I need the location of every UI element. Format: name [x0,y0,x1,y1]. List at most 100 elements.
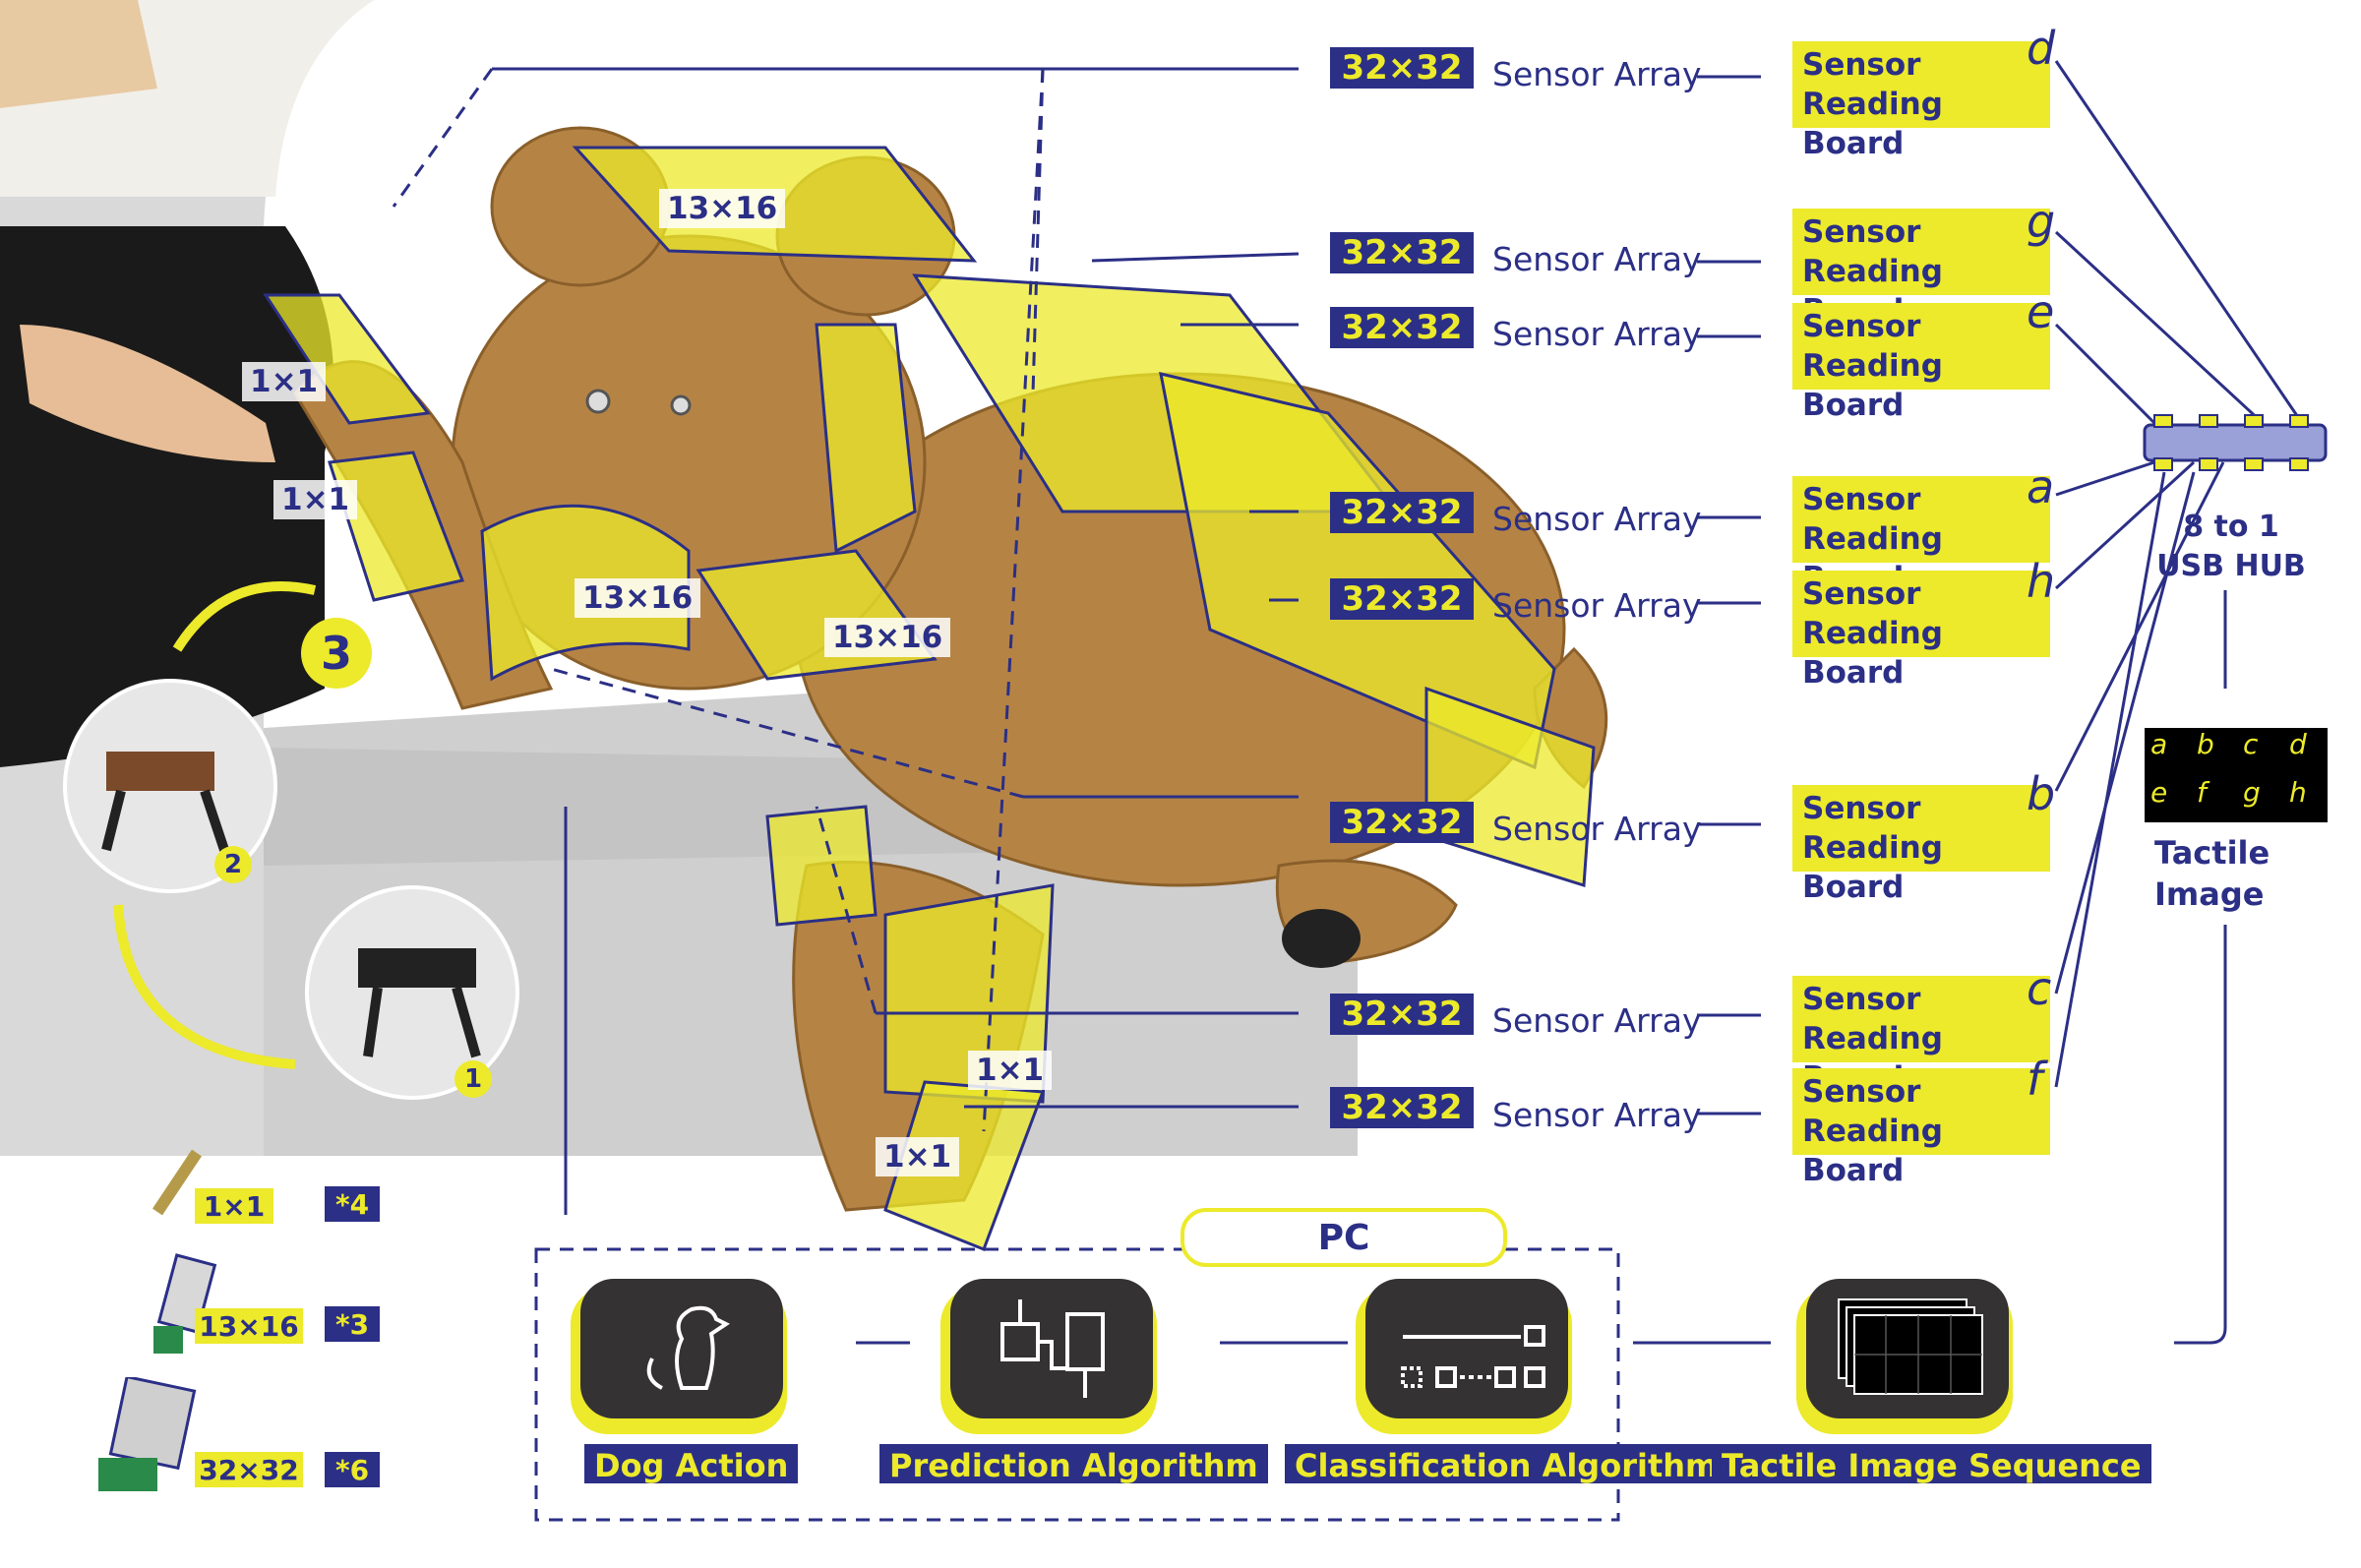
usb-hub-line-1: 8 to 1 [2183,510,2279,544]
legend-count-2: *3 [325,1306,380,1342]
sensor-array-label: Sensor Array [1492,55,1702,93]
sensor-32x32-icon [98,1377,197,1491]
legend-size-1: 1×1 [195,1188,273,1224]
sensor-strip-icon [152,1149,202,1216]
image-stack-icon [1838,1298,1983,1395]
board-letter: e [2027,285,2055,338]
classification-icon [1401,1325,1545,1388]
usb-hub-line-2: USB HUB [2156,549,2306,583]
board-letter: b [2027,767,2056,820]
board-line-1: Sensor [1802,982,1921,1017]
dog-action-label: Dog Action [584,1444,799,1484]
tactile-cell: g [2243,776,2261,809]
legend-size-2: 13×16 [195,1308,303,1344]
board-letter: a [2027,460,2055,513]
usb-hub-label: 8 to 1 USB HUB [2152,508,2310,586]
board-line-1: Sensor [1802,309,1921,344]
sensor-reading-board: Sensor Reading Board [1792,1068,2050,1188]
prediction-label: Prediction Algorithm [879,1444,1268,1484]
sensor-array-label: Sensor Array [1492,240,1702,278]
tactile-label-line-1: Tactile [2154,834,2270,872]
sensor-reading-board: Sensor Reading Board [1792,976,2050,1096]
image-sequence-block [1796,1279,2013,1434]
step-3-badge: 3 [301,618,372,689]
pc-title: PC [1317,1217,1370,1258]
sensor-size-tag: 32×32 [1330,47,1474,89]
usb-hub-icon [2143,414,2328,471]
classification-block [1356,1279,1572,1434]
sensor-reading-board: Sensor Reading Board [1792,303,2050,423]
prediction-panel [950,1279,1153,1418]
legend-count-1: *4 [325,1186,380,1222]
tactile-label-line-2: Image [2154,875,2265,913]
sensor-array-label: Sensor Array [1492,315,1702,353]
sensor-reading-board: Sensor Reading Board [1792,209,2050,329]
pc-title-pill: PC [1180,1208,1507,1267]
tactile-cell: e [2150,776,2168,809]
tactile-image-label: Tactile Image [2154,832,2270,915]
board-line-1: Sensor [1802,214,1921,250]
sensor-size-tag: 32×32 [1330,578,1474,620]
sensor-reading-board: Sensor Reading Board [1792,41,2050,161]
patch-label-chest: 13×16 [575,578,701,618]
image-sequence-panel [1806,1279,2009,1418]
dog-action-panel [580,1279,783,1418]
classification-label: Classification Algorithm [1285,1444,1728,1484]
tactile-image-grid: a b c d e f g h [2145,728,2328,822]
patch-label-paw-upper: 1×1 [242,362,327,401]
robot-dog-icon [101,752,229,852]
board-line-2: Reading Board [1802,87,1943,161]
sensor-size-tag: 32×32 [1330,802,1474,843]
tactile-cell: d [2289,728,2307,760]
patch-label-foot-lower: 1×1 [876,1137,960,1176]
patch-label-paw-lower: 1×1 [273,480,358,519]
sensor-size-tag: 32×32 [1330,1087,1474,1128]
board-line-2: Reading Board [1802,616,1943,691]
step-1-badge: 1 [454,1060,492,1098]
tactile-cell: h [2289,776,2307,809]
robot-dog-icon [358,948,481,1058]
classification-panel [1365,1279,1568,1418]
board-line-1: Sensor [1802,1074,1921,1110]
board-line-1: Sensor [1802,482,1921,517]
sensor-size-tag: 32×32 [1330,232,1474,273]
sensor-array-label: Sensor Array [1492,810,1702,848]
step-arrows [113,581,317,1069]
tactile-cell: f [2197,776,2207,809]
image-sequence-label: Tactile Image Sequence [1712,1444,2151,1484]
board-line-1: Sensor [1802,576,1921,612]
tactile-cell: c [2243,728,2259,760]
legend-count-3: *6 [325,1452,380,1487]
sensor-size-tag: 32×32 [1330,994,1474,1035]
board-line-2: Reading Board [1802,1114,1943,1188]
sensor-size-tag: 32×32 [1330,492,1474,533]
board-line-2: Reading Board [1802,348,1943,423]
sensor-reading-board: Sensor Reading Board [1792,476,2050,596]
board-letter: h [2027,555,2056,608]
dog-action-block [571,1279,787,1434]
board-letter: f [2027,1053,2043,1106]
sensor-array-label: Sensor Array [1492,1001,1702,1040]
sensor-array-label: Sensor Array [1492,500,1702,538]
step-2-badge: 2 [214,846,252,883]
board-line-1: Sensor [1802,791,1921,826]
dog-icon [646,1305,730,1390]
tactile-cell: a [2150,728,2168,760]
prediction-flow-icon [1000,1299,1105,1398]
board-letter: d [2027,22,2056,75]
patch-label-leg: 13×16 [824,618,951,657]
board-line-1: Sensor [1802,47,1921,83]
board-line-2: Reading Board [1802,830,1943,905]
prediction-block [940,1279,1157,1434]
board-letter: g [2027,195,2056,248]
sensor-size-tag: 32×32 [1330,307,1474,348]
patch-label-top: 13×16 [659,189,786,228]
sensor-reading-board: Sensor Reading Board [1792,785,2050,905]
patch-label-foot-upper: 1×1 [968,1051,1053,1090]
tactile-cell: b [2197,728,2214,760]
sensor-array-label: Sensor Array [1492,586,1702,625]
sensor-array-label: Sensor Array [1492,1096,1702,1134]
sensor-reading-board: Sensor Reading Board [1792,571,2050,691]
legend-size-3: 32×32 [195,1452,303,1487]
